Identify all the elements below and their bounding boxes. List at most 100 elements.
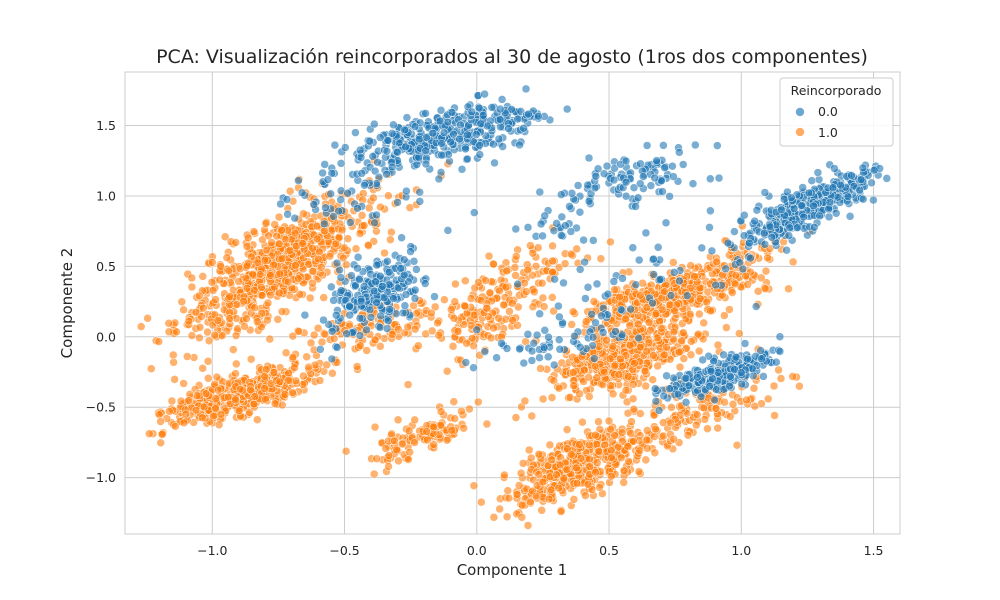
data-point bbox=[740, 210, 749, 220]
data-point bbox=[657, 324, 666, 333]
data-point bbox=[707, 246, 717, 256]
data-point bbox=[537, 506, 546, 515]
data-point bbox=[184, 316, 194, 326]
data-point bbox=[629, 380, 638, 389]
data-point bbox=[323, 175, 333, 184]
data-point bbox=[469, 481, 479, 490]
data-point bbox=[708, 374, 717, 383]
data-point bbox=[535, 187, 545, 197]
data-point bbox=[831, 209, 841, 218]
data-point bbox=[644, 338, 654, 348]
data-point bbox=[199, 303, 208, 313]
data-point bbox=[242, 284, 252, 293]
data-point bbox=[795, 381, 804, 391]
data-point bbox=[705, 382, 714, 391]
data-point bbox=[495, 104, 505, 114]
data-point bbox=[648, 375, 657, 384]
data-point bbox=[346, 218, 355, 227]
data-point bbox=[382, 324, 392, 333]
data-point bbox=[508, 299, 517, 308]
data-point bbox=[572, 463, 581, 473]
data-point bbox=[325, 251, 335, 261]
data-point bbox=[288, 388, 297, 397]
data-point bbox=[549, 360, 559, 370]
data-point bbox=[376, 311, 385, 321]
data-point bbox=[845, 212, 855, 221]
data-point bbox=[627, 417, 636, 426]
data-point bbox=[604, 416, 614, 426]
data-point bbox=[824, 212, 834, 222]
data-point bbox=[204, 374, 213, 383]
data-point bbox=[775, 347, 785, 356]
data-point bbox=[489, 259, 498, 269]
data-point bbox=[495, 504, 504, 514]
data-point bbox=[489, 513, 499, 522]
data-point bbox=[562, 465, 572, 474]
data-point bbox=[706, 366, 716, 376]
data-point bbox=[400, 125, 409, 135]
data-point bbox=[545, 440, 555, 450]
data-point bbox=[451, 279, 460, 289]
data-point bbox=[527, 453, 536, 463]
data-point bbox=[342, 260, 351, 269]
data-point bbox=[331, 239, 341, 249]
data-point bbox=[263, 315, 272, 325]
data-point bbox=[748, 364, 757, 373]
x-tick-label: 1.0 bbox=[731, 543, 751, 558]
data-point bbox=[527, 346, 537, 356]
data-point bbox=[463, 154, 472, 164]
data-point bbox=[581, 317, 591, 326]
data-point bbox=[334, 206, 343, 216]
data-point bbox=[621, 191, 631, 201]
data-point bbox=[613, 443, 623, 452]
data-point bbox=[655, 275, 665, 284]
data-point bbox=[556, 507, 566, 516]
data-point bbox=[457, 165, 467, 174]
data-point bbox=[306, 338, 316, 348]
data-point bbox=[538, 231, 547, 241]
data-point bbox=[843, 192, 853, 202]
data-point bbox=[814, 175, 824, 184]
data-point bbox=[618, 361, 627, 371]
data-point bbox=[211, 404, 220, 413]
data-point bbox=[666, 291, 676, 300]
data-point bbox=[725, 381, 734, 391]
data-point bbox=[609, 175, 619, 185]
data-point bbox=[767, 233, 777, 242]
data-point bbox=[294, 176, 303, 185]
data-point bbox=[270, 220, 279, 229]
data-point bbox=[636, 159, 645, 169]
data-point bbox=[666, 418, 675, 428]
data-point bbox=[353, 252, 363, 262]
data-point bbox=[616, 453, 626, 462]
data-point bbox=[434, 331, 444, 340]
data-point bbox=[422, 427, 431, 436]
data-point bbox=[623, 372, 633, 381]
data-point bbox=[436, 407, 446, 416]
data-point bbox=[494, 134, 504, 144]
data-point bbox=[447, 305, 456, 314]
data-point bbox=[402, 113, 412, 122]
data-point bbox=[420, 279, 430, 288]
data-point bbox=[165, 407, 174, 416]
data-point bbox=[232, 359, 241, 369]
data-point bbox=[599, 169, 609, 178]
data-point bbox=[234, 406, 244, 416]
y-tick-label: 0.5 bbox=[96, 259, 116, 274]
data-point bbox=[275, 288, 284, 298]
data-point bbox=[231, 238, 240, 247]
data-point bbox=[387, 162, 397, 172]
y-axis-ticks: −1.0−0.50.00.51.01.5 bbox=[86, 118, 116, 485]
data-point bbox=[341, 446, 351, 456]
data-point bbox=[650, 384, 660, 393]
data-point bbox=[751, 302, 761, 311]
data-point bbox=[249, 227, 259, 236]
data-point bbox=[617, 428, 627, 437]
data-point bbox=[314, 254, 323, 264]
data-point bbox=[847, 171, 856, 180]
data-point bbox=[575, 265, 585, 274]
legend-title: Reincorporado bbox=[791, 83, 882, 98]
data-point bbox=[261, 219, 271, 228]
data-point bbox=[277, 307, 287, 316]
